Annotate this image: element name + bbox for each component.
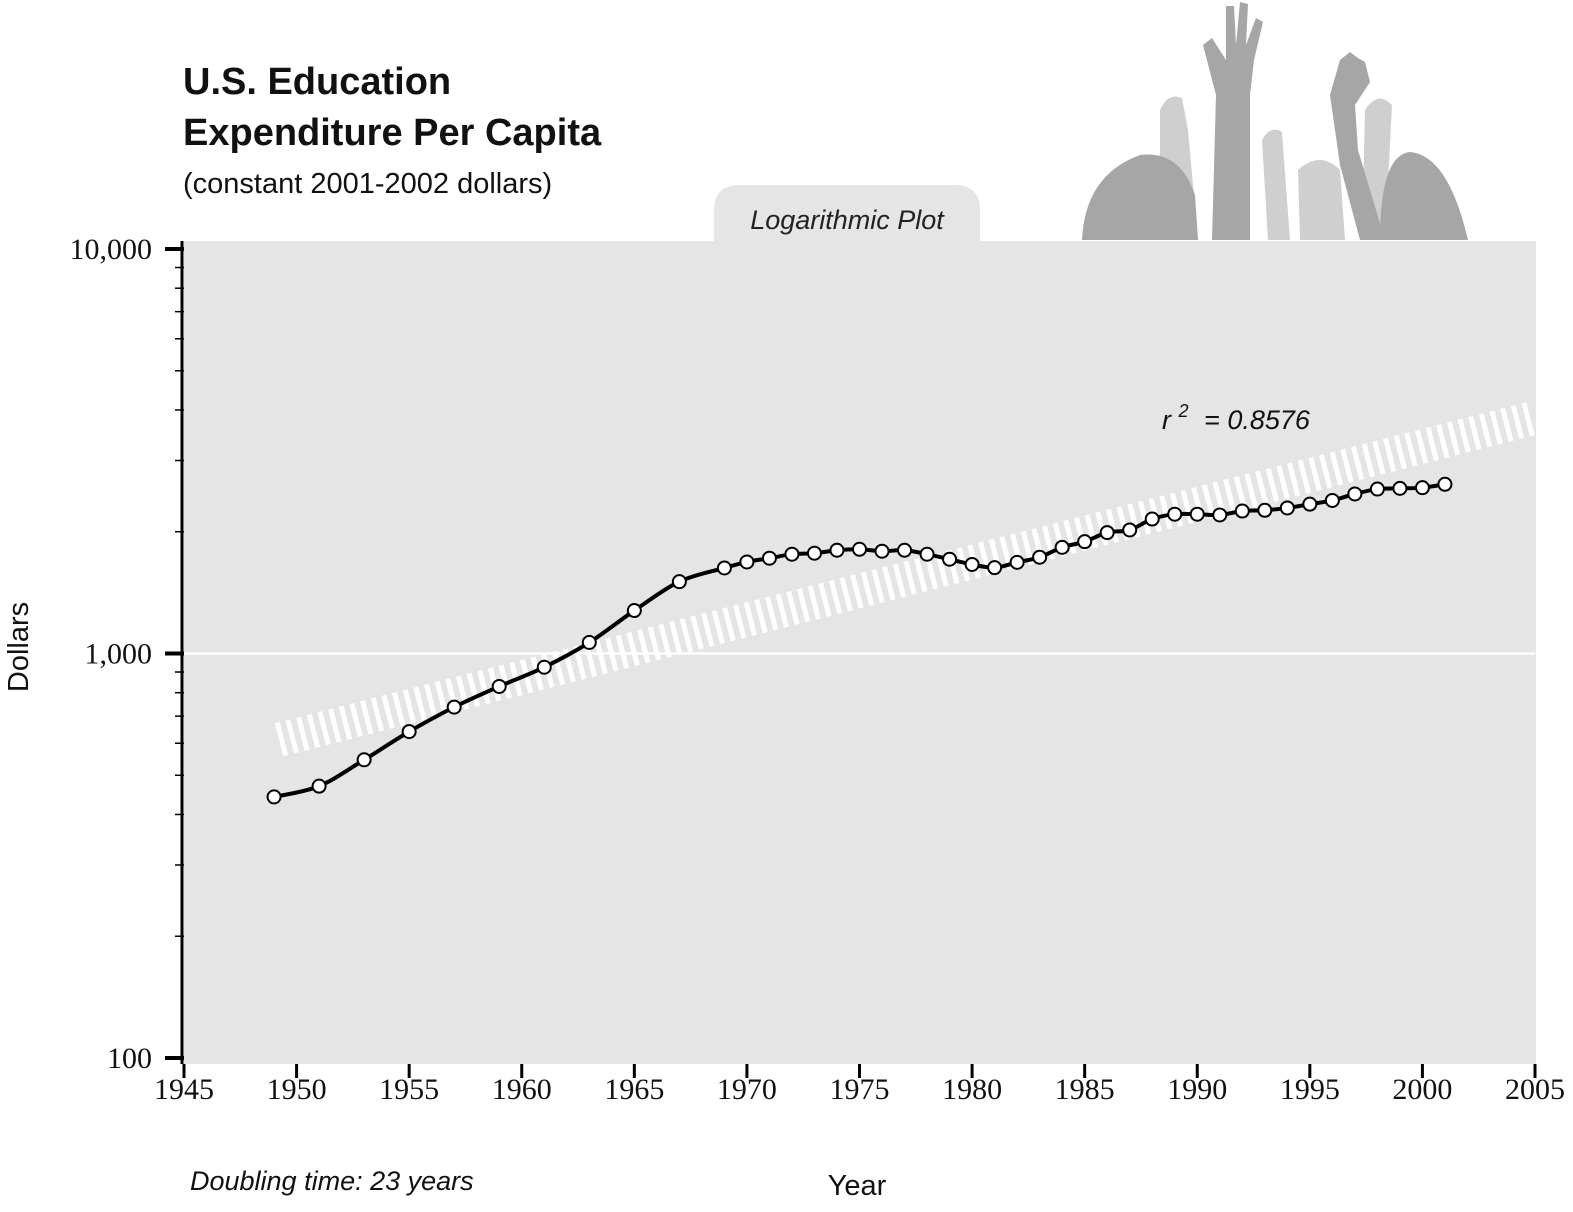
data-point <box>1212 507 1228 523</box>
data-point <box>1122 522 1138 538</box>
data-point <box>671 574 687 590</box>
y-tick-label: 1,000 <box>85 638 153 671</box>
trendline-band <box>274 401 1540 757</box>
r-squared-annotation: r 2 = 0.8576 <box>1162 393 1311 435</box>
data-point <box>1392 480 1408 496</box>
x-tick-label: 1945 <box>154 1073 214 1106</box>
plot-tab <box>714 185 980 241</box>
data-point <box>829 542 845 558</box>
data-point <box>1234 503 1250 519</box>
series <box>266 476 1453 805</box>
data-point <box>1257 502 1273 518</box>
data-point <box>491 678 507 694</box>
data-point <box>266 789 282 805</box>
data-point <box>581 634 597 650</box>
x-tick-label: 1960 <box>492 1073 552 1106</box>
data-point <box>1302 496 1318 512</box>
x-tick-label: 1950 <box>267 1073 327 1106</box>
r-squared-symbol: r <box>1162 405 1172 435</box>
data-point <box>1279 500 1295 516</box>
x-tick-label: 1965 <box>604 1073 664 1106</box>
chart-title-line1: U.S. Education <box>183 61 451 103</box>
data-point <box>1414 480 1430 496</box>
data-point <box>1077 534 1093 550</box>
data-point <box>1189 506 1205 522</box>
y-axis-label: Dollars <box>3 602 35 692</box>
x-tick-label: 1970 <box>717 1073 777 1106</box>
r-squared-exponent: 2 <box>1178 401 1189 421</box>
chart-title-line2: Expenditure Per Capita <box>183 112 602 154</box>
data-point <box>942 551 958 567</box>
data-point <box>806 545 822 561</box>
data-point <box>739 554 755 570</box>
data-point <box>1167 506 1183 522</box>
x-tick-label: 1990 <box>1167 1073 1227 1106</box>
data-point <box>919 546 935 562</box>
data-point <box>1437 476 1453 492</box>
data-point <box>852 541 867 557</box>
data-point <box>1054 539 1070 555</box>
raised-hands-illustration <box>1082 2 1468 240</box>
data-point <box>1324 492 1340 508</box>
x-tick-label: 1975 <box>830 1073 890 1106</box>
data-point <box>1144 511 1160 527</box>
data-point <box>1009 554 1025 570</box>
data-point <box>874 543 890 559</box>
trendline <box>274 401 1540 757</box>
plot-tab-label: Logarithmic Plot <box>750 205 945 235</box>
r-squared-value: = 0.8576 <box>1204 405 1311 435</box>
x-tick-label: 2000 <box>1392 1073 1452 1106</box>
data-point <box>356 752 372 768</box>
x-axis-label: Year <box>828 1170 887 1202</box>
x-tick-label: 1955 <box>379 1073 439 1106</box>
data-point <box>626 603 642 619</box>
y-tick-label: 100 <box>107 1042 152 1075</box>
y-tick-label: 10,000 <box>70 233 153 266</box>
data-point <box>987 560 1003 576</box>
data-point <box>446 699 462 715</box>
data-point <box>1369 481 1385 497</box>
footnote: Doubling time: 23 years <box>190 1166 474 1196</box>
data-point <box>784 546 800 562</box>
data-point <box>964 556 980 572</box>
y-axis: 100 1,000 10,000 <box>70 233 184 1075</box>
data-point <box>536 659 552 675</box>
x-tick-label: 1995 <box>1280 1073 1340 1106</box>
data-point <box>761 550 777 566</box>
chart-subtitle: (constant 2001-2002 dollars) <box>183 168 552 200</box>
data-point <box>311 778 327 794</box>
data-point <box>1347 486 1363 502</box>
data-point <box>401 724 417 740</box>
data-point <box>1032 549 1048 565</box>
data-point <box>897 542 913 558</box>
data-point <box>1099 525 1115 541</box>
data-point <box>716 560 732 576</box>
x-tick-label: 2005 <box>1505 1073 1565 1106</box>
x-tick-label: 1985 <box>1055 1073 1115 1106</box>
x-axis: 1945 1950 1955 1960 1965 1970 1975 1980 1985 1990… <box>154 1064 1565 1106</box>
x-tick-label: 1980 <box>942 1073 1002 1106</box>
